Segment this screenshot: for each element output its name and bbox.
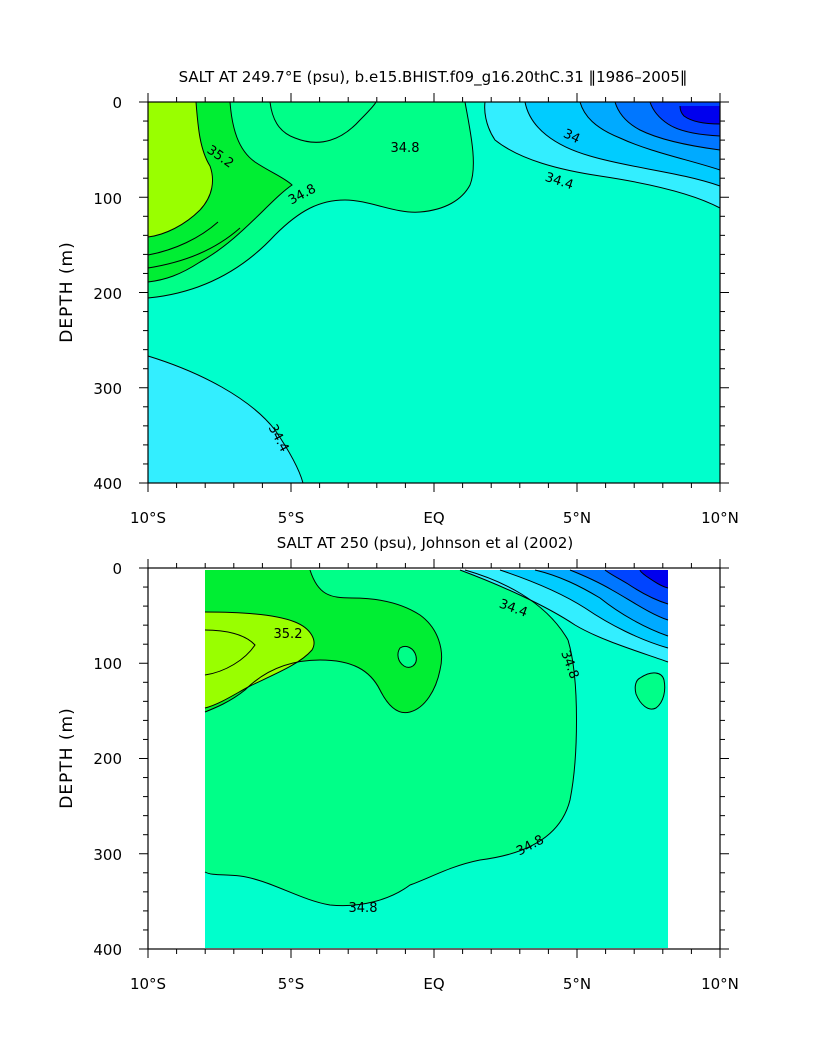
- top-xtick-0: 10°S: [130, 509, 166, 527]
- top-fill-north-6: [680, 106, 720, 124]
- top-contour-34.4-deep: [147, 355, 304, 484]
- bottom-contour-35.4: [204, 629, 256, 676]
- bottom-contour-35.0: [204, 569, 443, 714]
- top-label-4: 34: [561, 127, 582, 148]
- top-contour-34.8-upper: [269, 101, 377, 143]
- top-contour-labels: 35.2 34.8 34.8 34 34.4 34.4: [204, 127, 582, 455]
- bottom-contour-34.4-north: [459, 569, 669, 663]
- bottom-xtick-0: 10°S: [130, 975, 166, 993]
- bottom-tick-marks: [139, 559, 729, 958]
- bottom-contour-34.2-north: [499, 569, 669, 649]
- top-fill-south-3: [148, 102, 213, 237]
- top-contour-35.1: [147, 221, 219, 256]
- bottom-label-5: 34.8: [349, 901, 378, 916]
- bottom-contour-33.6-north: [604, 569, 669, 605]
- bottom-fill-south-1: [205, 570, 442, 713]
- top-ytick-0: 0: [112, 94, 122, 112]
- top-ytick-2: 200: [93, 285, 122, 303]
- bottom-ytick-4: 400: [93, 941, 122, 959]
- top-contour-33.8-north: [614, 101, 721, 151]
- top-ytick-3: 300: [93, 380, 122, 398]
- bottom-panel: SALT AT 250 (psu), Johnson et al (2002): [57, 534, 739, 993]
- top-ytick-4: 400: [93, 475, 122, 493]
- bottom-contour-35.2: [204, 611, 315, 709]
- bottom-label-1: 35.2: [274, 627, 303, 642]
- top-xtick-3: 5°N: [563, 509, 591, 527]
- bottom-ylabel: DEPTH (m): [57, 707, 77, 808]
- bottom-fill-south-3: [205, 630, 255, 675]
- bottom-ytick-3: 300: [93, 846, 122, 864]
- top-y-axis: 0 100 200 300 400 DEPTH (m): [57, 94, 122, 493]
- bottom-xtick-4: 10°N: [701, 975, 739, 993]
- top-contour-33.6-north: [649, 101, 721, 137]
- top-plot-area: [148, 102, 720, 483]
- bottom-xtick-3: 5°N: [563, 975, 591, 993]
- top-contour-34.8-main: [147, 101, 474, 299]
- bottom-contour-33.4-north: [639, 569, 669, 589]
- top-fill-south-1b: [148, 102, 376, 143]
- bottom-title: SALT AT 250 (psu), Johnson et al (2002): [277, 534, 574, 552]
- top-panel: SALT AT 249.7°E (psu), b.e15.BHIST.f09_g…: [57, 68, 739, 527]
- top-label-3: 34.8: [391, 141, 420, 156]
- bottom-contour-island-1: [397, 645, 417, 668]
- bottom-fill-island-1: [397, 646, 417, 668]
- bottom-fill-north-6: [640, 570, 668, 588]
- bottom-x-axis: 10°S 5°S EQ 5°N 10°N: [130, 975, 739, 993]
- bottom-contour-34.8-main: [204, 639, 577, 907]
- bottom-contour-34.0-north: [534, 569, 669, 637]
- top-contour-34.0-north: [579, 101, 721, 171]
- bottom-xtick-1: 5°S: [278, 975, 305, 993]
- bottom-contour-lines: [204, 569, 669, 907]
- bottom-ytick-1: 100: [93, 655, 122, 673]
- top-contour-34.2-north: [524, 101, 721, 187]
- top-contour-33.4-north: [679, 105, 721, 125]
- top-xtick-2: EQ: [423, 509, 444, 527]
- top-contour-lines: [147, 101, 721, 484]
- top-x-axis: 10°S 5°S EQ 5°N 10°N: [130, 509, 739, 527]
- top-contour-35.0: [147, 101, 293, 283]
- top-tick-marks: [139, 93, 729, 492]
- bottom-contour-34.8-upper: [464, 569, 569, 641]
- top-contour-35.2: [147, 101, 213, 238]
- bottom-ytick-2: 200: [93, 750, 122, 768]
- top-fill-deep-low: [148, 356, 303, 483]
- bottom-y-axis: 0 100 200 300 400 DEPTH (m): [57, 560, 122, 959]
- bottom-ytick-0: 0: [112, 560, 122, 578]
- top-contour-35.05: [147, 227, 241, 269]
- top-xtick-4: 10°N: [701, 509, 739, 527]
- bottom-fill-island-2: [635, 672, 665, 710]
- bottom-contour-island-2: [634, 672, 666, 710]
- top-xtick-1: 5°S: [278, 509, 305, 527]
- top-title: SALT AT 249.7°E (psu), b.e15.BHIST.f09_g…: [179, 68, 688, 87]
- top-ytick-1: 100: [93, 190, 122, 208]
- bottom-contour-33.8-north: [569, 569, 669, 621]
- bottom-xtick-2: EQ: [423, 975, 444, 993]
- top-ylabel: DEPTH (m): [57, 241, 77, 342]
- top-contour-34.4-north: [484, 101, 721, 209]
